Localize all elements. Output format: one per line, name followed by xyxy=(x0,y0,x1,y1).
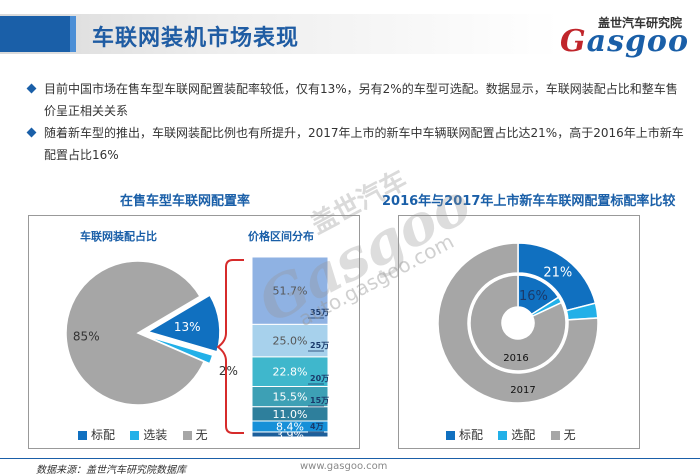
legend-swatch-standard xyxy=(446,431,455,440)
diamond-bullet-icon xyxy=(26,83,37,94)
bullet-1-text: 目前中国市场在售车型车联网配置装配率较低，仅有13%，另有2%的车型可选配。数据… xyxy=(44,82,678,118)
pie-label-standard: 13% xyxy=(174,320,201,334)
gasgoo-logo: Gasgoo xyxy=(560,24,689,59)
bar-segment-label: 22.8% xyxy=(273,366,308,379)
legend-none: 无 xyxy=(550,428,576,442)
bullet-1: 目前中国市场在售车型车联网配置装配率较低，仅有13%，另有2%的车型可选配。数据… xyxy=(26,78,684,122)
bar-segment-label: 11.0% xyxy=(273,408,308,421)
legend-swatch-optional xyxy=(130,431,140,440)
bar-segment xyxy=(251,256,329,325)
legend-swatch-standard xyxy=(78,431,87,440)
price-bracket xyxy=(216,259,244,434)
footer-url[interactable]: www.gasgoo.com xyxy=(300,461,388,472)
bar-subtitle: 价格区间分布 xyxy=(248,230,314,243)
pie-label-optional: 2% xyxy=(219,364,238,378)
donut-ring-label: 2016 xyxy=(503,353,528,364)
diamond-bullet-icon xyxy=(26,127,37,138)
header-accent-stripe xyxy=(70,16,76,52)
right-panel-title: 2016年与2017年上市新车车联网配置标配率比较 xyxy=(382,194,676,209)
legend-swatch-none xyxy=(550,431,560,440)
bar-segment-label: 25.0% xyxy=(273,335,308,348)
logo-initial: G xyxy=(560,24,587,59)
legend-swatch-optional xyxy=(498,431,508,440)
price-tick-label: 15万 xyxy=(310,396,329,405)
bar-segment-label: 15.5% xyxy=(273,391,308,404)
donut-segment xyxy=(437,242,599,404)
footer-source: 数据来源：盖世汽车研究院数据库 xyxy=(36,465,186,476)
legend-swatch-none xyxy=(182,431,192,440)
bar-segment-label: 51.7% xyxy=(273,285,308,298)
bar-segment-label: 8.4% xyxy=(276,420,304,433)
right-legend: 标配 选配 无 xyxy=(446,426,576,443)
donut-ring-label: 2017 xyxy=(510,385,535,396)
donut-chart-comparison: 16% 2016 21% 2017 xyxy=(437,242,599,404)
pie-slice-standard xyxy=(146,294,221,353)
donut-value-label: 21% xyxy=(543,266,572,281)
left-panel-title: 在售车型车联网配置率 xyxy=(120,194,251,209)
legend-optional: 选配 xyxy=(498,428,535,442)
price-tick-label: 20万 xyxy=(310,374,329,383)
footer-divider xyxy=(0,458,700,459)
page-title: 车联网装机市场表现 xyxy=(92,26,300,51)
pie-subtitle: 车联网装配占比 xyxy=(80,230,157,243)
price-stacked-bar: 3.9%8.4%11.0%15.5%22.8%25.0%51.7% xyxy=(251,256,329,441)
legend-standard: 标配 xyxy=(78,428,115,442)
pie-label-none: 85% xyxy=(73,329,100,343)
price-tick-label: 4万 xyxy=(310,422,324,431)
bar-segment xyxy=(251,356,329,388)
header-gradient xyxy=(0,14,560,54)
price-tick-label: 35万 xyxy=(310,308,329,317)
legend-none: 无 xyxy=(182,428,208,442)
donut-value-label: 16% xyxy=(519,289,548,304)
price-ticks: 35万 25万 20万 15万 4万 xyxy=(308,308,329,433)
left-chart-svg: 13%2%85% 3.9%8.4%11.0%15.5%22.8%25.0%51.… xyxy=(65,256,329,441)
logo-rest: asgoo xyxy=(586,24,689,59)
legend-optional: 选装 xyxy=(130,428,167,442)
left-legend: 标配 选装 无 xyxy=(78,426,208,443)
donut-segment xyxy=(469,274,567,372)
right-chart-svg: 16% 2016 21% 2017 xyxy=(437,242,599,404)
legend-standard: 标配 xyxy=(446,428,483,442)
logo-chinese: 盖世汽车研究院 xyxy=(598,16,683,30)
price-tick-label: 25万 xyxy=(310,341,329,350)
pie-chart-overall: 13% 2% 85% xyxy=(65,260,238,406)
pie-slice-none xyxy=(65,260,206,406)
bullet-2: 随着新车型的推出，车联网装配比例也有所提升，2017年上市的新车中车辆联网配置占… xyxy=(26,122,684,166)
bullet-2-text: 随着新车型的推出，车联网装配比例也有所提升，2017年上市的新车中车辆联网配置占… xyxy=(44,126,684,162)
header-accent-bar xyxy=(0,16,70,52)
